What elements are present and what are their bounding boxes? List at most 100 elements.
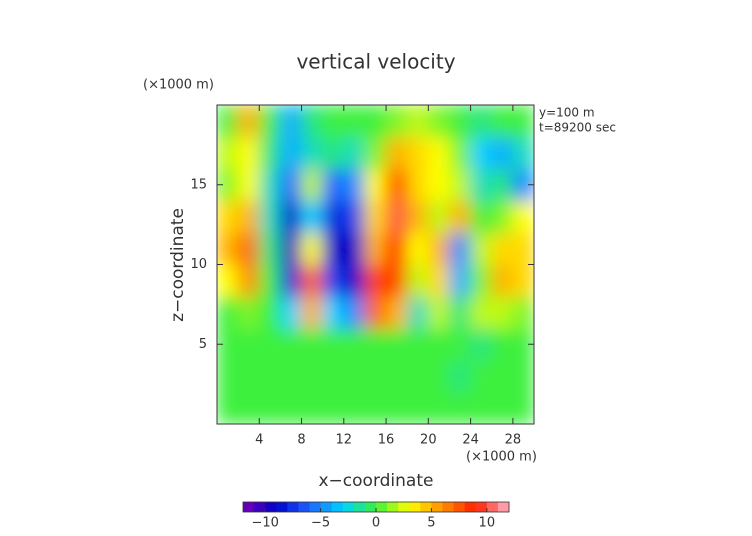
field-cell <box>279 105 303 138</box>
x-axis-label: x−coordinate <box>319 471 434 491</box>
colorbar-step <box>431 502 443 512</box>
field-cell <box>258 264 281 297</box>
field-cell <box>512 232 534 265</box>
field-cell <box>279 295 303 329</box>
field-cell <box>237 232 260 265</box>
field-cell <box>364 105 387 138</box>
y-tick-label: 10 <box>190 257 207 272</box>
field-cell <box>385 295 408 329</box>
field-cell <box>427 168 450 202</box>
x-tick-label: 24 <box>462 433 479 448</box>
field-cell <box>385 200 408 234</box>
field-cell <box>385 359 408 393</box>
field-cell <box>258 295 281 329</box>
field-cell <box>279 391 303 424</box>
field-cell <box>279 200 303 234</box>
field-cell <box>364 359 387 393</box>
field-cell <box>343 327 366 361</box>
field-cell <box>237 200 260 234</box>
colorbar: −10 −5 0 5 10 <box>242 501 510 531</box>
field-cell <box>322 327 345 361</box>
field-cell <box>385 264 408 297</box>
colorbar-step <box>276 502 288 512</box>
field-cell <box>301 136 324 170</box>
field-clip <box>217 105 534 424</box>
colorbar-step <box>298 502 310 512</box>
colorbar-step <box>486 502 499 512</box>
field-cell <box>217 327 239 361</box>
colorbar-step <box>398 502 410 512</box>
field-cell <box>217 264 239 297</box>
field-cell <box>406 232 429 265</box>
field-cell <box>322 232 345 265</box>
field-cell <box>385 168 408 202</box>
field-cell <box>448 264 472 297</box>
field-cell <box>279 232 303 265</box>
field-cell <box>217 232 239 265</box>
field-cell <box>491 359 514 393</box>
field-cell <box>364 136 387 170</box>
field-cell <box>279 264 303 297</box>
field-cell <box>301 264 324 297</box>
field-cell <box>406 295 429 329</box>
field-cell <box>217 168 239 202</box>
field-cell <box>385 232 408 265</box>
field-cell <box>343 359 366 393</box>
colorbar-step <box>265 502 277 512</box>
field-cell <box>512 327 534 361</box>
field-cell <box>301 168 324 202</box>
colorbar-step <box>254 502 266 512</box>
field-cell <box>448 295 472 329</box>
field-cell <box>322 168 345 202</box>
field-cell <box>217 200 239 234</box>
field-cell <box>491 232 514 265</box>
field-cell <box>491 200 514 234</box>
field-cell <box>448 232 472 265</box>
field-cell <box>427 105 450 138</box>
field-cell <box>301 327 324 361</box>
field-cell <box>512 168 534 202</box>
field-cell <box>322 264 345 297</box>
field-cell <box>470 359 493 393</box>
field-cell <box>343 200 366 234</box>
field-cell <box>470 264 493 297</box>
field-cell <box>427 200 450 234</box>
field-cell <box>427 295 450 329</box>
y-axis-label: z−coordinate <box>168 208 188 322</box>
field-cell <box>385 391 408 424</box>
field-cell <box>237 327 260 361</box>
colorbar-step <box>409 502 421 512</box>
field-cell <box>258 327 281 361</box>
field-cell <box>427 359 450 393</box>
field-cell <box>427 136 450 170</box>
field-cell <box>470 105 493 138</box>
field-cell <box>279 136 303 170</box>
field-cell <box>217 391 239 424</box>
field-cell <box>406 168 429 202</box>
field-cell <box>237 136 260 170</box>
field-cell <box>343 136 366 170</box>
y-tick-label: 5 <box>199 337 207 352</box>
field-cell <box>512 264 534 297</box>
field-cell <box>364 200 387 234</box>
field-cell <box>258 359 281 393</box>
field-cell <box>427 327 450 361</box>
field-cell <box>217 295 239 329</box>
field-cell <box>364 391 387 424</box>
x-unit: (×1000 m) <box>466 450 537 465</box>
colorbar-step <box>353 502 366 512</box>
field-cell <box>364 327 387 361</box>
field-cell <box>491 105 514 138</box>
field-cell <box>322 200 345 234</box>
field-cell <box>364 264 387 297</box>
field-cell <box>470 295 493 329</box>
field-cell <box>343 232 366 265</box>
field-cell <box>301 105 324 138</box>
field-cell <box>279 168 303 202</box>
colorbar-step <box>475 502 488 512</box>
colorbar-step <box>309 502 322 512</box>
field-cell <box>322 359 345 393</box>
field-cell <box>258 136 281 170</box>
field-cell <box>385 136 408 170</box>
colorbar-step <box>376 502 388 512</box>
